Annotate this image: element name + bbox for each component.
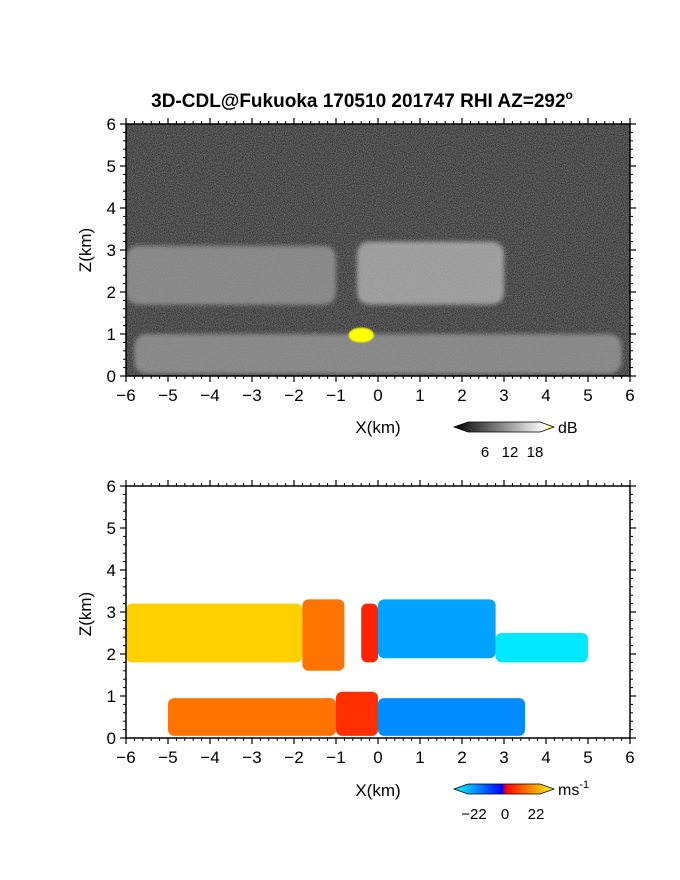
- y-tick-label: 3: [107, 241, 116, 260]
- y-tick-label: 1: [107, 687, 116, 706]
- y-tick-label: 3: [107, 603, 116, 622]
- x-tick-label: −5: [158, 748, 177, 767]
- velocity-region: [168, 698, 336, 736]
- colorbar-tick-label: 0: [501, 806, 509, 823]
- y-tick-label: 1: [107, 325, 116, 344]
- x-tick-label: 4: [541, 386, 550, 405]
- x-tick-label: −1: [326, 748, 345, 767]
- velocity-region: [378, 698, 525, 736]
- x-tick-label: 6: [625, 386, 634, 405]
- x-tick-label: 5: [583, 386, 592, 405]
- velocity-colorbar: ms-1 −22 0 22: [452, 779, 589, 823]
- colorbar-unit: ms-1: [558, 779, 589, 799]
- y-tick-label: 5: [107, 519, 116, 538]
- echo-layer: [126, 241, 622, 374]
- velocity-panel: −6 −5 −4 −3 −2 −1 0 1 2 3 4 5 6 0 1 2 3 4 5 6 X(km) Z(km) m…: [76, 477, 636, 823]
- y-tick-label: 4: [107, 199, 116, 218]
- chart-title: 3D-CDL@Fukuoka 170510 201747 RHI AZ=292o: [151, 88, 573, 112]
- colorbar-tick-label: 22: [528, 806, 545, 823]
- reflectivity-colorbar: dB 6 12 18: [452, 420, 578, 461]
- x-tick-label: −2: [284, 386, 303, 405]
- y-tick-label: 4: [107, 561, 116, 580]
- x-tick-label: −3: [242, 748, 261, 767]
- x-tick-label: 2: [457, 386, 466, 405]
- y-tick-label: 2: [107, 645, 116, 664]
- reflectivity-y-axis-label: Z(km): [76, 228, 95, 272]
- x-tick-label: 1: [415, 386, 424, 405]
- y-tick-label: 6: [107, 115, 116, 134]
- velocity-region: [302, 599, 345, 671]
- x-tick-label: 6: [625, 748, 634, 767]
- velocity-x-axis-label: X(km): [355, 781, 400, 800]
- y-tick-label: 0: [107, 729, 116, 748]
- x-tick-label: −1: [326, 386, 345, 405]
- x-tick-label: 4: [541, 748, 550, 767]
- x-tick-label: −4: [200, 748, 219, 767]
- x-tick-label: −3: [242, 386, 261, 405]
- colorbar-bar: [452, 783, 556, 795]
- reflectivity-axes: −6 −5 −4 −3 −2 −1 0 1 2 3 4 5 6 0 1 2 3 4 5 6: [107, 115, 636, 405]
- x-tick-label: 0: [373, 748, 382, 767]
- colorbar-unit: dB: [558, 420, 578, 437]
- colorbar-tick-label: 18: [527, 444, 544, 461]
- x-tick-label: 3: [499, 386, 508, 405]
- x-tick-label: 3: [499, 748, 508, 767]
- x-tick-label: 0: [373, 386, 382, 405]
- velocity-region: [361, 603, 378, 663]
- velocity-region: [126, 603, 303, 663]
- y-tick-label: 5: [107, 157, 116, 176]
- x-tick-label: −4: [200, 386, 219, 405]
- colorbar-bar: [452, 421, 556, 433]
- echo-region: [357, 241, 504, 305]
- velocity-axes: −6 −5 −4 −3 −2 −1 0 1 2 3 4 5 6 0 1 2 3 4 5 6: [107, 477, 636, 767]
- velocity-y-axis-label: Z(km): [76, 592, 95, 636]
- colorbar-tick-label: 12: [502, 444, 519, 461]
- x-tick-label: 2: [457, 748, 466, 767]
- y-tick-label: 0: [107, 367, 116, 386]
- velocity-region: [495, 633, 588, 663]
- echo-region: [348, 327, 374, 343]
- x-tick-label: 5: [583, 748, 592, 767]
- velocity-region: [378, 599, 496, 659]
- x-tick-label: −6: [116, 386, 135, 405]
- echo-region: [134, 334, 622, 374]
- y-tick-label: 2: [107, 283, 116, 302]
- x-tick-label: −5: [158, 386, 177, 405]
- x-tick-label: −6: [116, 748, 135, 767]
- x-tick-label: 1: [415, 748, 424, 767]
- velocity-echo-layer: [126, 599, 588, 736]
- velocity-region: [336, 691, 378, 736]
- y-tick-label: 6: [107, 477, 116, 496]
- colorbar-tick-label: −22: [461, 806, 486, 823]
- x-tick-label: −2: [284, 748, 303, 767]
- colorbar-tick-label: 6: [481, 444, 489, 461]
- reflectivity-x-axis-label: X(km): [355, 418, 400, 437]
- echo-region: [126, 245, 336, 305]
